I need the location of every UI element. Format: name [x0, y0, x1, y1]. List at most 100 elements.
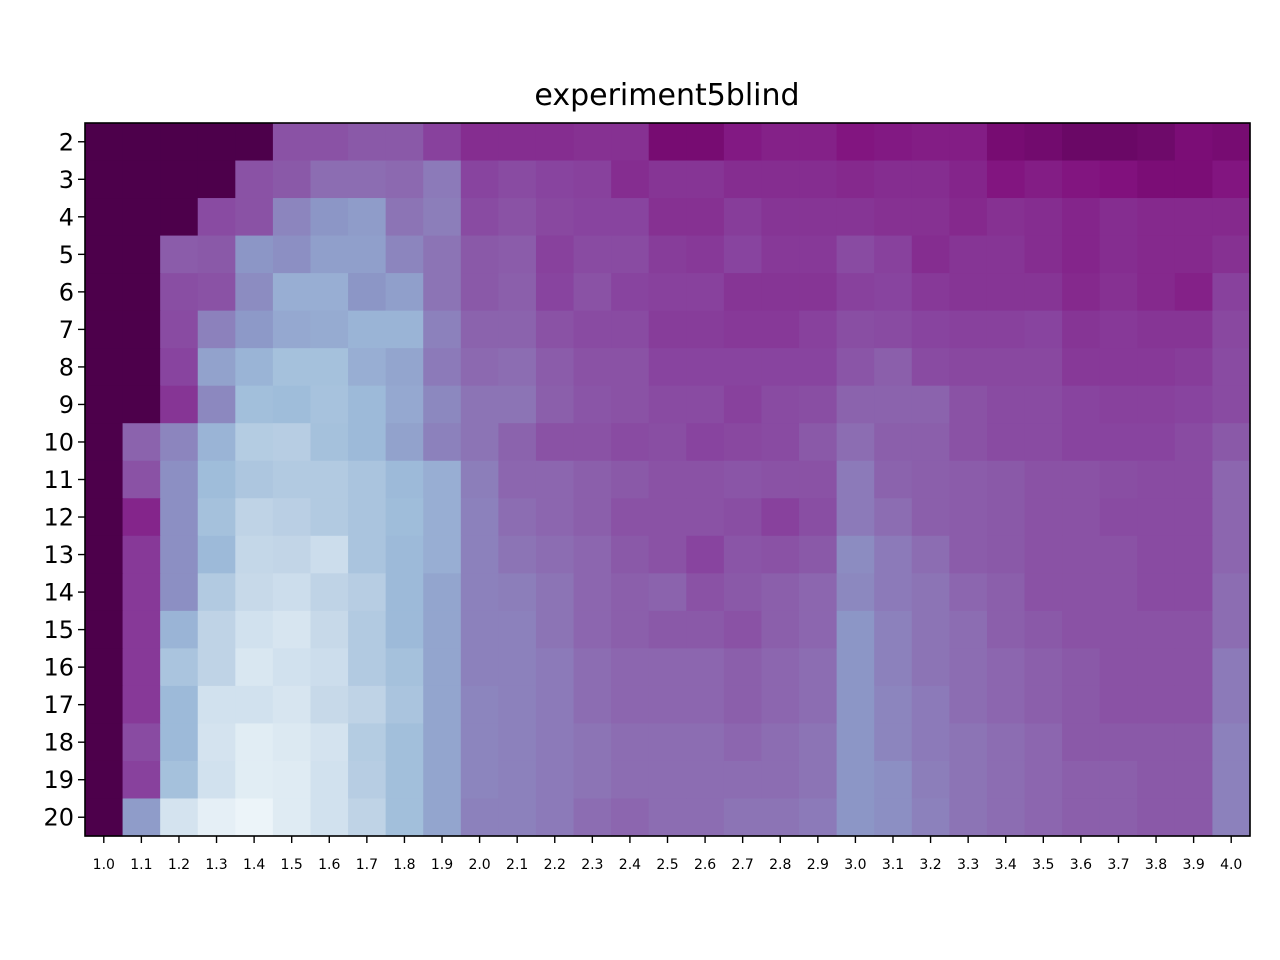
heatmap-cell	[1062, 198, 1101, 237]
heatmap-cell	[1212, 460, 1251, 499]
heatmap-cell	[761, 535, 800, 574]
heatmap-cell	[836, 273, 875, 312]
heatmap-cell	[874, 685, 913, 725]
heatmap-cell	[799, 648, 838, 687]
heatmap-cell	[611, 723, 650, 762]
heatmap-cell	[1099, 723, 1138, 762]
heatmap-cell	[1137, 348, 1176, 387]
heatmap-cell	[686, 160, 725, 199]
heatmap-cell	[986, 160, 1026, 199]
heatmap-cell	[573, 723, 612, 762]
heatmap-cell	[949, 498, 988, 537]
heatmap-cell	[573, 685, 612, 725]
heatmap-cell	[460, 310, 499, 349]
heatmap-cell	[1212, 423, 1251, 462]
heatmap-cell	[1137, 385, 1176, 424]
y-tick-label: 13	[43, 541, 74, 569]
x-axis-ticks: 1.0 1.1 1.2 1.3 1.4 1.5 1.6 1.7 1.8 1.9 2.0 2.1 2.2 2…	[93, 836, 1242, 873]
heatmap-cell	[460, 460, 499, 499]
heatmap-cell	[986, 385, 1026, 424]
heatmap-cell	[723, 648, 763, 687]
heatmap-cell	[874, 235, 913, 274]
heatmap-cell	[272, 348, 312, 387]
x-tick-label: 1.9	[431, 857, 453, 873]
heatmap-cell	[723, 610, 763, 649]
heatmap-cell	[1212, 535, 1251, 574]
heatmap-cell	[1137, 310, 1176, 349]
heatmap-cell	[1174, 610, 1214, 649]
heatmap-cell	[197, 685, 236, 725]
heatmap-cell	[799, 123, 838, 162]
heatmap-cell	[986, 310, 1026, 349]
heatmap-cell	[348, 160, 387, 199]
heatmap-cell	[723, 423, 763, 462]
heatmap-cell	[911, 610, 950, 649]
heatmap-cell	[1212, 573, 1251, 612]
heatmap-cell	[498, 310, 537, 349]
heatmap-cell	[874, 123, 913, 162]
heatmap-cell	[1212, 798, 1251, 837]
heatmap-cell	[348, 273, 387, 312]
heatmap-cell	[761, 273, 800, 312]
heatmap-cell	[272, 460, 312, 499]
heatmap-cell	[310, 498, 349, 537]
heatmap-cell	[836, 610, 875, 649]
x-tick-label: 3.5	[1032, 857, 1054, 873]
heatmap-cell	[799, 423, 838, 462]
heatmap-cell	[348, 573, 387, 612]
heatmap-cell	[874, 198, 913, 237]
heatmap-cell	[611, 235, 650, 274]
heatmap-cell	[1212, 348, 1251, 387]
heatmap-cell	[535, 460, 575, 499]
heatmap-cell	[460, 160, 499, 199]
heatmap-cell	[1099, 423, 1138, 462]
heatmap-cell	[761, 423, 800, 462]
heatmap-cell	[272, 423, 312, 462]
heatmap-cell	[648, 648, 687, 687]
heatmap-cell	[1024, 348, 1063, 387]
heatmap-cell	[723, 498, 763, 537]
heatmap-cell	[160, 310, 199, 349]
heatmap-cell	[348, 685, 387, 725]
heatmap-cell	[460, 610, 499, 649]
heatmap-cell	[423, 123, 462, 162]
heatmap-cell	[160, 610, 199, 649]
heatmap-cell	[874, 273, 913, 312]
heatmap-cell	[423, 385, 462, 424]
heatmap-cell	[423, 723, 462, 762]
heatmap-cell	[460, 685, 499, 725]
heatmap-cell	[986, 273, 1026, 312]
heatmap-cell	[1062, 348, 1101, 387]
heatmap-cell	[498, 198, 537, 237]
heatmap-cell	[423, 573, 462, 612]
heatmap-cell	[122, 198, 161, 237]
x-tick-label: 1.6	[318, 857, 340, 873]
heatmap-cell	[235, 535, 274, 574]
heatmap-cell	[1212, 273, 1251, 312]
heatmap-cell	[235, 760, 274, 800]
heatmap-cell	[611, 498, 650, 537]
heatmap-cell	[1024, 573, 1063, 612]
heatmap-cell	[235, 348, 274, 387]
heatmap-cell	[122, 348, 161, 387]
heatmap-cell	[836, 198, 875, 237]
heatmap-cell	[310, 760, 349, 800]
heatmap-cell	[235, 573, 274, 612]
heatmap-cell	[761, 348, 800, 387]
heatmap-cell	[197, 123, 236, 162]
heatmap-cell	[1137, 723, 1176, 762]
heatmap-cell	[723, 348, 763, 387]
heatmap-cell	[535, 385, 575, 424]
heatmap-cell	[272, 498, 312, 537]
heatmap-cell	[122, 648, 161, 687]
y-tick-label: 2	[59, 128, 74, 156]
heatmap-cell	[1137, 798, 1176, 837]
heatmap-cell	[874, 348, 913, 387]
heatmap-cell	[986, 123, 1026, 162]
heatmap-cell	[836, 685, 875, 725]
heatmap-cell	[949, 535, 988, 574]
heatmap-cell	[272, 123, 312, 162]
heatmap-cell	[573, 610, 612, 649]
heatmap-cell	[197, 648, 236, 687]
heatmap-cell	[648, 310, 687, 349]
